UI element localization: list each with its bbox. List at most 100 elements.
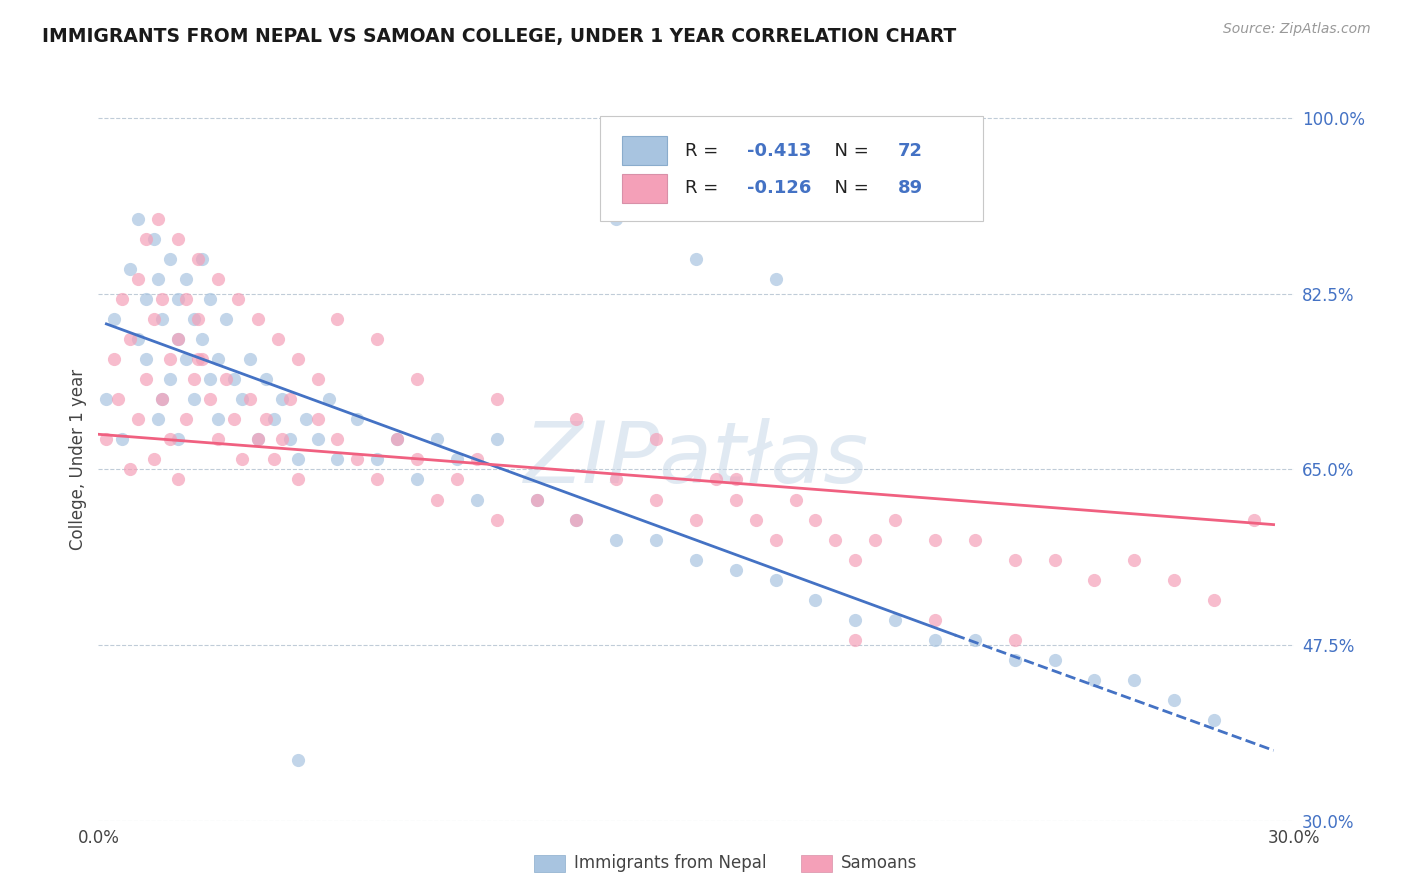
Point <box>765 573 787 587</box>
Point <box>198 292 221 306</box>
Point <box>120 332 142 346</box>
Point <box>645 533 668 547</box>
Point <box>1202 714 1225 728</box>
Text: N =: N = <box>823 179 875 197</box>
Point <box>685 552 707 567</box>
Point <box>159 351 181 366</box>
Point <box>174 351 197 366</box>
Point <box>406 473 429 487</box>
Point <box>924 533 946 547</box>
Point <box>135 292 157 306</box>
Point <box>191 351 214 366</box>
Point <box>645 492 668 507</box>
Point <box>485 433 508 447</box>
Point <box>346 452 368 467</box>
Point <box>406 452 429 467</box>
Point <box>263 412 285 426</box>
FancyBboxPatch shape <box>600 116 983 221</box>
Point <box>246 312 269 326</box>
Text: -0.126: -0.126 <box>748 179 811 197</box>
Point <box>326 312 349 326</box>
Point <box>645 433 668 447</box>
Point <box>924 633 946 648</box>
Point <box>111 433 134 447</box>
Point <box>605 473 627 487</box>
Point <box>148 272 170 286</box>
Point <box>465 452 488 467</box>
Point <box>1043 653 1066 667</box>
Text: Samoans: Samoans <box>841 855 917 872</box>
Bar <box>621 136 668 165</box>
Point <box>446 473 468 487</box>
Point <box>1004 653 1026 667</box>
Point <box>485 513 508 527</box>
Text: Source: ZipAtlas.com: Source: ZipAtlas.com <box>1223 22 1371 37</box>
Point <box>765 533 787 547</box>
Point <box>174 412 197 426</box>
Point <box>963 533 986 547</box>
Point <box>446 452 468 467</box>
Point <box>150 312 173 326</box>
Point <box>385 433 409 447</box>
Point <box>844 613 866 627</box>
Point <box>785 492 807 507</box>
Point <box>96 392 118 407</box>
Point <box>127 211 149 226</box>
Point <box>326 433 349 447</box>
Point <box>231 452 253 467</box>
Point <box>167 433 190 447</box>
Point <box>724 492 747 507</box>
Point <box>254 372 277 386</box>
Point <box>183 312 205 326</box>
Point <box>526 492 548 507</box>
Point <box>385 433 409 447</box>
Point <box>884 513 907 527</box>
Point <box>1043 552 1066 567</box>
Point <box>187 312 209 326</box>
Point <box>745 513 768 527</box>
Point <box>215 372 238 386</box>
Point <box>526 492 548 507</box>
Point <box>183 372 205 386</box>
Point <box>107 392 129 407</box>
Point <box>278 433 301 447</box>
Point <box>150 392 173 407</box>
Point <box>127 272 149 286</box>
Point <box>127 412 149 426</box>
Point <box>366 473 388 487</box>
Point <box>191 252 214 266</box>
Point <box>135 351 157 366</box>
Point <box>198 392 221 407</box>
Point <box>765 272 787 286</box>
Point <box>127 332 149 346</box>
Point <box>426 433 449 447</box>
Point <box>215 312 238 326</box>
Point <box>1202 593 1225 607</box>
Point <box>485 392 508 407</box>
Point <box>167 473 190 487</box>
Point <box>167 232 190 246</box>
Y-axis label: College, Under 1 year: College, Under 1 year <box>69 368 87 550</box>
Point <box>287 753 309 767</box>
Point <box>207 272 229 286</box>
Point <box>1123 552 1146 567</box>
Point <box>239 392 262 407</box>
Text: N =: N = <box>823 142 875 160</box>
Point <box>246 433 269 447</box>
Text: IMMIGRANTS FROM NEPAL VS SAMOAN COLLEGE, UNDER 1 YEAR CORRELATION CHART: IMMIGRANTS FROM NEPAL VS SAMOAN COLLEGE,… <box>42 27 956 45</box>
Point <box>865 533 887 547</box>
Point <box>183 392 205 407</box>
Point <box>159 372 181 386</box>
Point <box>263 452 285 467</box>
Point <box>159 252 181 266</box>
Point <box>1123 673 1146 688</box>
Text: R =: R = <box>685 142 724 160</box>
Point <box>685 252 707 266</box>
Point <box>207 433 229 447</box>
Point <box>150 292 173 306</box>
Point <box>270 392 292 407</box>
Text: -0.413: -0.413 <box>748 142 811 160</box>
Point <box>1004 633 1026 648</box>
Point <box>198 372 221 386</box>
Point <box>167 332 190 346</box>
